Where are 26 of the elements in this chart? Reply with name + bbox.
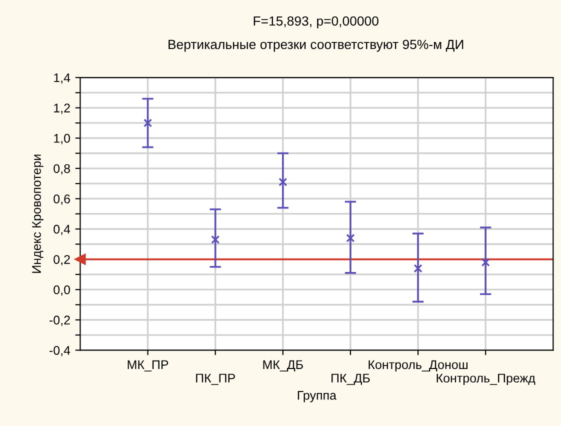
x-tick-label: МК_ПР — [128, 360, 168, 372]
x-tick-label: Контроль_Прежд — [436, 374, 536, 386]
y-tick-label: -0,4 — [50, 346, 70, 356]
chart-title: F=15,893, p=0,00000 — [254, 16, 378, 28]
y-tick-label: 1,0 — [54, 134, 70, 144]
y-tick-label: 0,6 — [54, 194, 70, 205]
x-tick-label: ПК_ПР — [196, 374, 235, 385]
x-tick-label: ПК_ДБ — [332, 374, 370, 385]
point — [211, 235, 220, 244]
y-tick-label: 0,4 — [54, 224, 70, 236]
y-tick-label: -0,2 — [50, 316, 70, 326]
x-tick-label: МК_ДБ — [263, 360, 303, 372]
point — [414, 264, 422, 273]
chart-subtitle: Вертикальные отрезки соответствуют 95%-м ДИ — [168, 40, 464, 52]
x-tick-label: Контроль_Донош — [368, 360, 468, 372]
y-tick-label: 0,8 — [54, 164, 70, 175]
x-axis-title: Группа — [298, 391, 336, 402]
point — [481, 258, 490, 267]
y-tick-label: 1,2 — [54, 104, 70, 114]
point — [346, 234, 355, 242]
point — [278, 178, 288, 186]
point — [143, 118, 152, 128]
y-tick-label: 1,4 — [54, 73, 70, 84]
y-tick-label: 0,2 — [54, 255, 70, 266]
y-axis-title: Индекс Кровопотери — [32, 154, 44, 273]
y-tick-label: 0,0 — [54, 285, 70, 296]
